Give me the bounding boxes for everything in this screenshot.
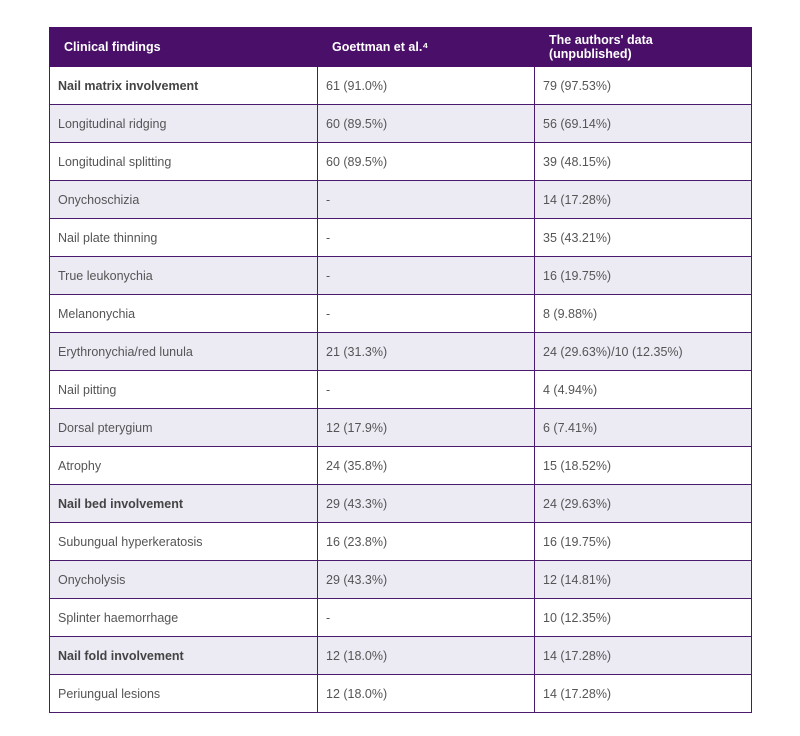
cell-finding: Erythronychia/red lunula <box>49 332 318 371</box>
cell-goettman: - <box>317 218 535 257</box>
table-row: Longitudinal ridging 60 (89.5%) 56 (69.14%… <box>49 104 752 143</box>
cell-authors: 39 (48.15%) <box>534 142 752 181</box>
cell-authors: 12 (14.81%) <box>534 560 752 599</box>
cell-goettman: 60 (89.5%) <box>317 142 535 181</box>
cell-finding: Onycholysis <box>49 560 318 599</box>
cell-authors: 16 (19.75%) <box>534 256 752 295</box>
table-row: Nail pitting -4 (4.94%) <box>49 370 752 409</box>
cell-finding: Periungual lesions <box>49 674 318 713</box>
table-row: Periungual lesions 12 (18.0%) 14 (17.28%) <box>49 674 752 713</box>
table-row: Dorsal pterygium 12 (17.9%) 6 (7.41%) <box>49 408 752 447</box>
table-row: Subungual hyperkeratosis 16 (23.8%) 16 (19… <box>49 522 752 561</box>
cell-authors: 4 (4.94%) <box>534 370 752 409</box>
header-goettman: Goettman et al.⁴ <box>317 27 535 67</box>
cell-goettman: 29 (43.3%) <box>317 560 535 599</box>
cell-finding: Nail plate thinning <box>49 218 318 257</box>
cell-authors: 8 (9.88%) <box>534 294 752 333</box>
cell-goettman: 12 (18.0%) <box>317 674 535 713</box>
cell-authors: 6 (7.41%) <box>534 408 752 447</box>
cell-goettman: - <box>317 256 535 295</box>
header-authors-data: The authors' data (unpublished) <box>534 27 752 67</box>
cell-finding: Subungual hyperkeratosis <box>49 522 318 561</box>
table-row: Nail bed involvement 29 (43.3%) 24 (29.63%… <box>49 484 752 523</box>
cell-finding: Nail fold involvement <box>49 636 318 675</box>
header-clinical-findings: Clinical findings <box>49 27 318 67</box>
cell-goettman: 12 (17.9%) <box>317 408 535 447</box>
table-row: Splinter haemorrhage -10 (12.35%) <box>49 598 752 637</box>
cell-authors: 35 (43.21%) <box>534 218 752 257</box>
cell-finding: Nail bed involvement <box>49 484 318 523</box>
table-row: Nail plate thinning -35 (43.21%) <box>49 218 752 257</box>
cell-finding: Nail matrix involvement <box>49 66 318 105</box>
cell-authors: 14 (17.28%) <box>534 636 752 675</box>
table-row: Melanonychia -8 (9.88%) <box>49 294 752 333</box>
cell-goettman: 12 (18.0%) <box>317 636 535 675</box>
table-row: Onycholysis 29 (43.3%) 12 (14.81%) <box>49 560 752 599</box>
cell-goettman: - <box>317 598 535 637</box>
header-row: Clinical findings Goettman et al.⁴ The a… <box>49 27 752 67</box>
table-row: Nail fold involvement 12 (18.0%) 14 (17.28… <box>49 636 752 675</box>
cell-finding: Nail pitting <box>49 370 318 409</box>
cell-goettman: - <box>317 370 535 409</box>
cell-goettman: 21 (31.3%) <box>317 332 535 371</box>
cell-finding: Onychoschizia <box>49 180 318 219</box>
cell-finding: Melanonychia <box>49 294 318 333</box>
clinical-findings-table: Clinical findings Goettman et al.⁴ The a… <box>49 27 752 713</box>
cell-goettman: - <box>317 180 535 219</box>
cell-finding: Longitudinal splitting <box>49 142 318 181</box>
cell-authors: 14 (17.28%) <box>534 674 752 713</box>
cell-goettman: - <box>317 294 535 333</box>
cell-authors: 24 (29.63%)/10 (12.35%) <box>534 332 752 371</box>
cell-finding: True leukonychia <box>49 256 318 295</box>
table-row: Onychoschizia -14 (17.28%) <box>49 180 752 219</box>
cell-authors: 24 (29.63%) <box>534 484 752 523</box>
cell-finding: Longitudinal ridging <box>49 104 318 143</box>
cell-goettman: 16 (23.8%) <box>317 522 535 561</box>
table-row: Atrophy 24 (35.8%) 15 (18.52%) <box>49 446 752 485</box>
cell-goettman: 29 (43.3%) <box>317 484 535 523</box>
cell-authors: 79 (97.53%) <box>534 66 752 105</box>
cell-finding: Dorsal pterygium <box>49 408 318 447</box>
cell-finding: Splinter haemorrhage <box>49 598 318 637</box>
cell-finding: Atrophy <box>49 446 318 485</box>
cell-authors: 14 (17.28%) <box>534 180 752 219</box>
cell-authors: 10 (12.35%) <box>534 598 752 637</box>
table-row: Longitudinal splitting 60 (89.5%) 39 (48.1… <box>49 142 752 181</box>
cell-authors: 16 (19.75%) <box>534 522 752 561</box>
cell-authors: 15 (18.52%) <box>534 446 752 485</box>
cell-goettman: 24 (35.8%) <box>317 446 535 485</box>
table-row: Erythronychia/red lunula 21 (31.3%) 24 (29… <box>49 332 752 371</box>
cell-goettman: 61 (91.0%) <box>317 66 535 105</box>
table-row: Nail matrix involvement 61 (91.0%) 79 (97.… <box>49 66 752 105</box>
table-row: True leukonychia -16 (19.75%) <box>49 256 752 295</box>
cell-authors: 56 (69.14%) <box>534 104 752 143</box>
cell-goettman: 60 (89.5%) <box>317 104 535 143</box>
